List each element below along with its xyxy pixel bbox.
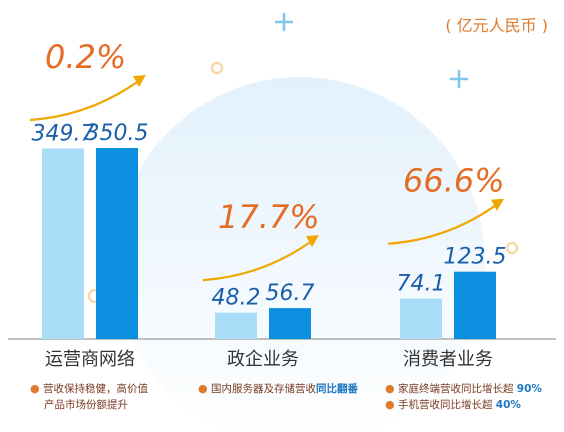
value-label-consumer-curr: 123.5 [444, 245, 507, 270]
carrier-note-line2: 产品市场份额提升 [44, 399, 128, 411]
bullet-icon: ● [385, 382, 395, 395]
value-label-carrier-prev: 349.7 [32, 121, 95, 146]
growth-arrowhead-consumer [491, 198, 504, 211]
bar-carrier-prev [42, 148, 84, 339]
value-label-enterprise-prev: 48.2 [212, 286, 261, 311]
enterprise-note-highlight: 同比翻番 [315, 383, 358, 395]
background-decoration [87, 12, 519, 432]
enterprise-note: ● 国内服务器及存储营收同比翻番 [198, 381, 358, 397]
bullet-icon: ● [30, 382, 40, 395]
bar-consumer-curr [454, 271, 496, 339]
value-label-carrier-curr: 350.5 [86, 121, 149, 146]
consumer-note-line1-highlight: 90% [516, 383, 542, 395]
growth-arrow-consumer [387, 202, 499, 245]
bullet-icon: ● [385, 398, 395, 411]
consumer-note: ● 家庭终端营收同比增长超 90% ● 手机营收同比增长超 40% [385, 381, 542, 413]
bar-consumer-prev [400, 298, 442, 339]
consumer-note-line1: 家庭终端营收同比增长超 [397, 383, 514, 395]
growth-arrowhead-carrier [133, 75, 146, 87]
category-label-consumer: 消费者业务 [403, 349, 493, 370]
carrier-note-line1: 营收保持稳健，高价值 [42, 383, 148, 395]
bar-carrier-curr [96, 148, 138, 339]
growth-arrowhead-enterprise [306, 235, 319, 248]
category-label-enterprise: 政企业务 [227, 349, 299, 370]
bar-enterprise-prev [215, 312, 257, 339]
growth-arrow-carrier [29, 79, 141, 122]
consumer-note-line2-highlight: 40% [495, 399, 521, 411]
carrier-note: ● 营收保持稳健，高价值 产品市场份额提升 [30, 381, 148, 413]
growth-arrow-enterprise [202, 239, 314, 282]
unit-label: ( 亿元人民币 ) [445, 16, 548, 35]
growth-label-carrier: 0.2% [45, 38, 126, 76]
bullet-icon: ● [198, 382, 208, 395]
growth-label-enterprise: 17.7% [218, 198, 320, 236]
value-label-consumer-prev: 74.1 [397, 272, 446, 297]
category-label-carrier: 运营商网络 [45, 349, 135, 370]
enterprise-note-text: 国内服务器及存储营收 [210, 383, 316, 395]
consumer-note-line2: 手机营收同比增长超 [397, 399, 493, 411]
bar-enterprise-curr [269, 308, 311, 339]
value-label-enterprise-curr: 56.7 [266, 281, 315, 306]
growth-label-consumer: 66.6% [403, 162, 505, 200]
